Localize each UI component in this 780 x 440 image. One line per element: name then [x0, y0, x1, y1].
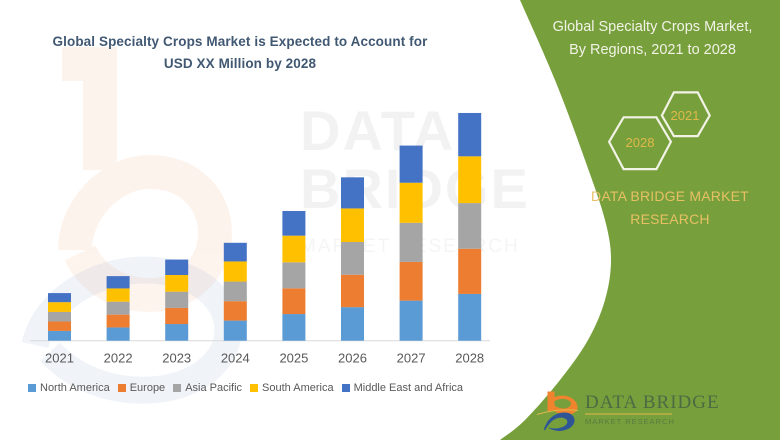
svg-text:2025: 2025 — [279, 351, 308, 366]
svg-text:2023: 2023 — [162, 351, 191, 366]
svg-text:2021: 2021 — [45, 351, 74, 366]
svg-text:2026: 2026 — [338, 351, 367, 366]
svg-text:2024: 2024 — [221, 351, 250, 366]
svg-text:2027: 2027 — [397, 351, 426, 366]
svg-text:2022: 2022 — [104, 351, 133, 366]
svg-text:2028: 2028 — [455, 351, 484, 366]
